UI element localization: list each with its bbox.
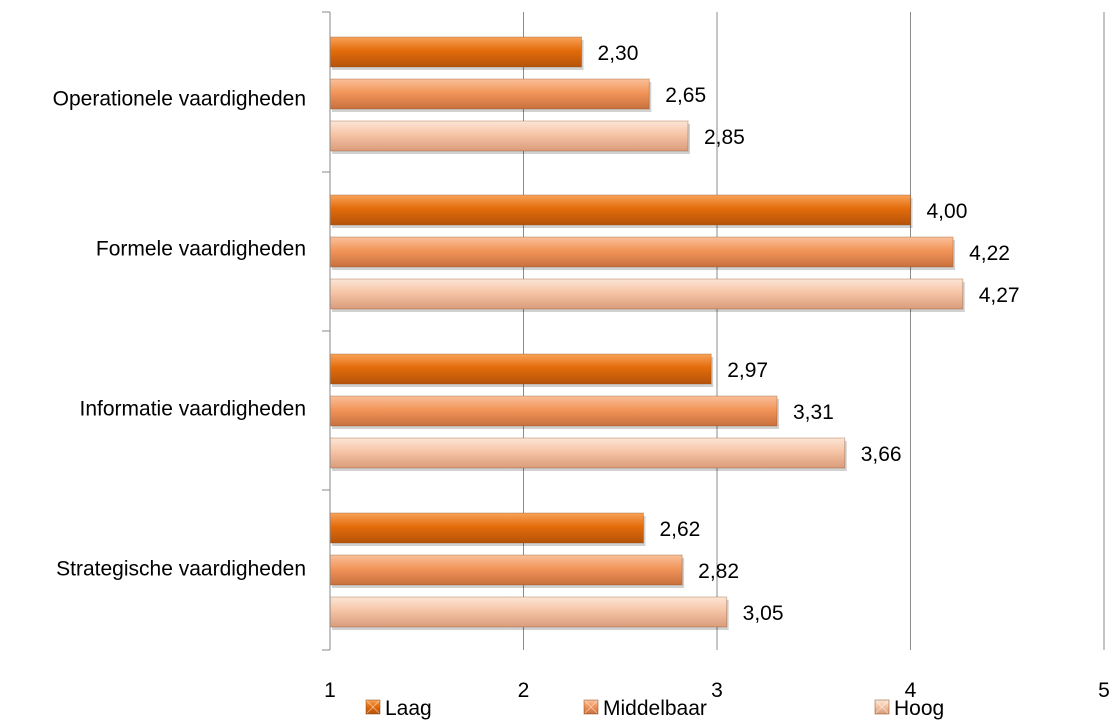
bar-hoog: [329, 596, 728, 628]
category-label: Strategische vaardigheden: [56, 558, 306, 581]
bar-middelbaar: [329, 554, 683, 586]
legend-swatch-middelbaar: [583, 699, 599, 715]
data-label: 2,65: [665, 84, 706, 107]
bar-laag: [329, 36, 583, 68]
data-label: 2,85: [704, 126, 745, 149]
bar-laag: [329, 512, 644, 544]
data-label: 3,31: [793, 401, 834, 424]
legend-swatch-laag: [365, 699, 381, 715]
x-tick-label: 1: [324, 679, 336, 702]
bar-hoog: [329, 437, 846, 469]
bars: [329, 36, 965, 630]
data-label: 2,30: [598, 42, 639, 65]
legend-swatch-bevel: [366, 700, 380, 714]
bar-laag: [329, 353, 712, 385]
gridlines: [523, 12, 1105, 650]
data-label: 3,66: [861, 443, 902, 466]
bar-middelbaar: [329, 236, 954, 268]
data-label: 4,00: [927, 200, 968, 223]
legend-swatch-bevel: [584, 700, 598, 714]
legend-swatch-bevel: [875, 700, 889, 714]
data-label: 2,82: [698, 560, 739, 583]
data-label: 4,22: [969, 242, 1010, 265]
legend-label: Hoog: [894, 697, 944, 720]
category-label: Formele vaardigheden: [96, 238, 306, 261]
legend-label: Middelbaar: [603, 697, 707, 720]
legend-swatch-hoog: [874, 699, 890, 715]
bar-middelbaar: [329, 78, 650, 110]
value-labels: 2,30 2,65 2,85 4,004,22 4,27 2,97 3,31 3,66 2,62…: [598, 42, 1020, 625]
x-tick-label: 2: [518, 679, 530, 702]
legend-label: Laag: [385, 697, 432, 720]
data-label: 3,05: [743, 602, 784, 625]
bar-hoog: [329, 278, 964, 310]
data-label: 2,62: [659, 518, 700, 541]
x-tick-label: 3: [711, 679, 723, 702]
bar-laag: [329, 194, 911, 226]
legend-swatch-bevel: [584, 700, 598, 714]
data-label: 4,27: [979, 284, 1020, 307]
x-tick-label: 4: [905, 679, 917, 702]
x-axis-ticks: 1 2 3 4 5: [324, 679, 1110, 702]
legend-swatch-bevel: [875, 700, 889, 714]
legend-swatch-bevel: [366, 700, 380, 714]
bar-hoog: [329, 120, 689, 152]
data-label: 2,97: [727, 359, 768, 382]
bar-middelbaar: [329, 395, 778, 427]
category-label: Informatie vaardigheden: [80, 398, 306, 421]
category-label: Operationele vaardigheden: [53, 88, 306, 111]
legend: Laag Middelbaar Hoog: [365, 697, 944, 720]
category-ticks: [322, 11, 330, 651]
x-tick-label: 5: [1098, 679, 1110, 702]
